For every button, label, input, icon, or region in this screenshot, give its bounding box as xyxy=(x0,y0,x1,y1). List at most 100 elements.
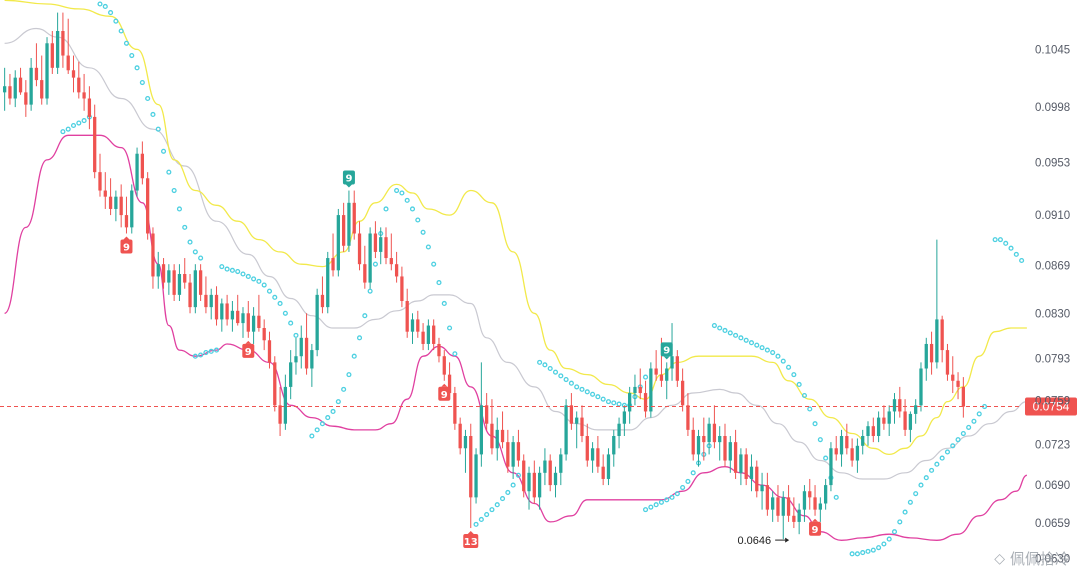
candle-body xyxy=(394,264,399,277)
candle-body xyxy=(823,485,828,504)
sar-dot xyxy=(240,271,246,277)
sar-dot xyxy=(754,342,760,348)
candle-body xyxy=(961,386,965,407)
sar-dot xyxy=(139,79,145,86)
candle-body xyxy=(458,423,462,449)
sar-dot xyxy=(685,478,691,484)
sar-dot xyxy=(558,373,564,379)
candle-body xyxy=(278,405,282,424)
candle-body xyxy=(935,319,939,363)
sar-dot xyxy=(584,389,590,395)
candle-body xyxy=(198,270,203,295)
candle-body xyxy=(485,405,489,424)
sar-dot xyxy=(256,278,262,284)
sar-dot xyxy=(113,18,119,24)
sar-dot xyxy=(351,353,357,359)
sar-dot xyxy=(849,551,855,557)
sar-dot xyxy=(902,509,908,515)
y-tick-label: 0.0659 xyxy=(1035,518,1070,530)
candle-body xyxy=(850,448,854,461)
candle-body xyxy=(580,417,584,436)
sar-dot xyxy=(950,443,956,449)
signal-badge-pointer xyxy=(441,383,448,387)
candle-body xyxy=(548,460,552,486)
candle-body xyxy=(670,356,674,369)
candle-body xyxy=(299,337,303,357)
sar-dot xyxy=(325,415,331,421)
candle-body xyxy=(294,356,298,363)
candle-body xyxy=(659,374,664,381)
y-tick-label: 0.0630 xyxy=(1035,554,1070,566)
candle-body xyxy=(341,215,346,246)
sar-dot xyxy=(796,381,802,388)
watermark: ◇ 佩佩捨冷 xyxy=(994,548,1070,569)
y-tick-label: 0.0869 xyxy=(1035,260,1070,272)
candle-body xyxy=(61,31,65,56)
upper-band-line xyxy=(4,0,1027,456)
signal-badge-pointer xyxy=(663,356,670,360)
candle-body xyxy=(251,315,256,332)
signal-badge-pointer xyxy=(812,518,819,522)
candle-body xyxy=(304,337,309,369)
y-tick-label: 0.0830 xyxy=(1035,308,1070,320)
sar-dot xyxy=(229,267,235,273)
candles xyxy=(3,12,965,540)
sar-dot xyxy=(447,325,453,331)
candle-body xyxy=(919,368,923,406)
candle-body xyxy=(8,86,12,99)
candle-body xyxy=(929,343,934,363)
sar-dot xyxy=(505,489,511,496)
signal-badge-pointer xyxy=(123,236,130,240)
sar-dot xyxy=(510,482,516,488)
candle-body xyxy=(172,270,176,295)
candle-body xyxy=(866,426,870,436)
sar-dot xyxy=(473,521,479,527)
sar-dot xyxy=(759,345,765,351)
sar-dot xyxy=(664,497,670,503)
sar-dot xyxy=(865,548,871,554)
sar-dot xyxy=(60,129,66,135)
sar-dot xyxy=(881,541,887,547)
sar-dot xyxy=(727,330,733,336)
candle-body xyxy=(532,472,536,498)
sar-dot xyxy=(436,280,442,286)
candle-body xyxy=(903,411,907,430)
candle-body xyxy=(463,436,468,449)
sar-dot xyxy=(81,118,87,124)
sar-dot xyxy=(801,392,808,399)
candle-body xyxy=(511,442,515,467)
y-tick-label: 0.0723 xyxy=(1035,440,1070,452)
candle-body xyxy=(289,362,293,387)
candle-body xyxy=(691,429,695,455)
sar-dot xyxy=(860,550,866,556)
candle-body xyxy=(236,310,240,324)
sar-dot xyxy=(478,516,484,523)
candle-body xyxy=(241,313,245,324)
sar-dot xyxy=(611,400,617,406)
sar-dot xyxy=(775,353,781,359)
signal-badge-pointer xyxy=(345,184,352,188)
candle-body xyxy=(686,405,690,430)
candle-body xyxy=(712,423,717,443)
sar-dot xyxy=(224,266,230,272)
candle-body xyxy=(786,497,791,516)
signal-badge xyxy=(660,342,673,357)
sar-dot xyxy=(494,502,500,508)
candle-body xyxy=(410,319,415,332)
y-tick-label: 0.1045 xyxy=(1035,44,1070,56)
sar-dot xyxy=(251,276,257,282)
sar-dot xyxy=(717,325,723,331)
sar-dot xyxy=(441,300,447,307)
candle-body xyxy=(29,67,33,105)
candle-body xyxy=(940,319,944,351)
sar-dot xyxy=(823,455,829,461)
sar-dot xyxy=(452,351,458,357)
current-price-label-box xyxy=(1025,397,1077,416)
sar-dot xyxy=(155,126,161,132)
watermark-text: 佩佩捨冷 xyxy=(1009,550,1070,568)
candle-body xyxy=(559,454,563,473)
sar-dot xyxy=(489,507,495,513)
candle-body xyxy=(537,472,542,498)
sar-dot xyxy=(208,348,214,354)
sar-dot xyxy=(886,536,892,542)
